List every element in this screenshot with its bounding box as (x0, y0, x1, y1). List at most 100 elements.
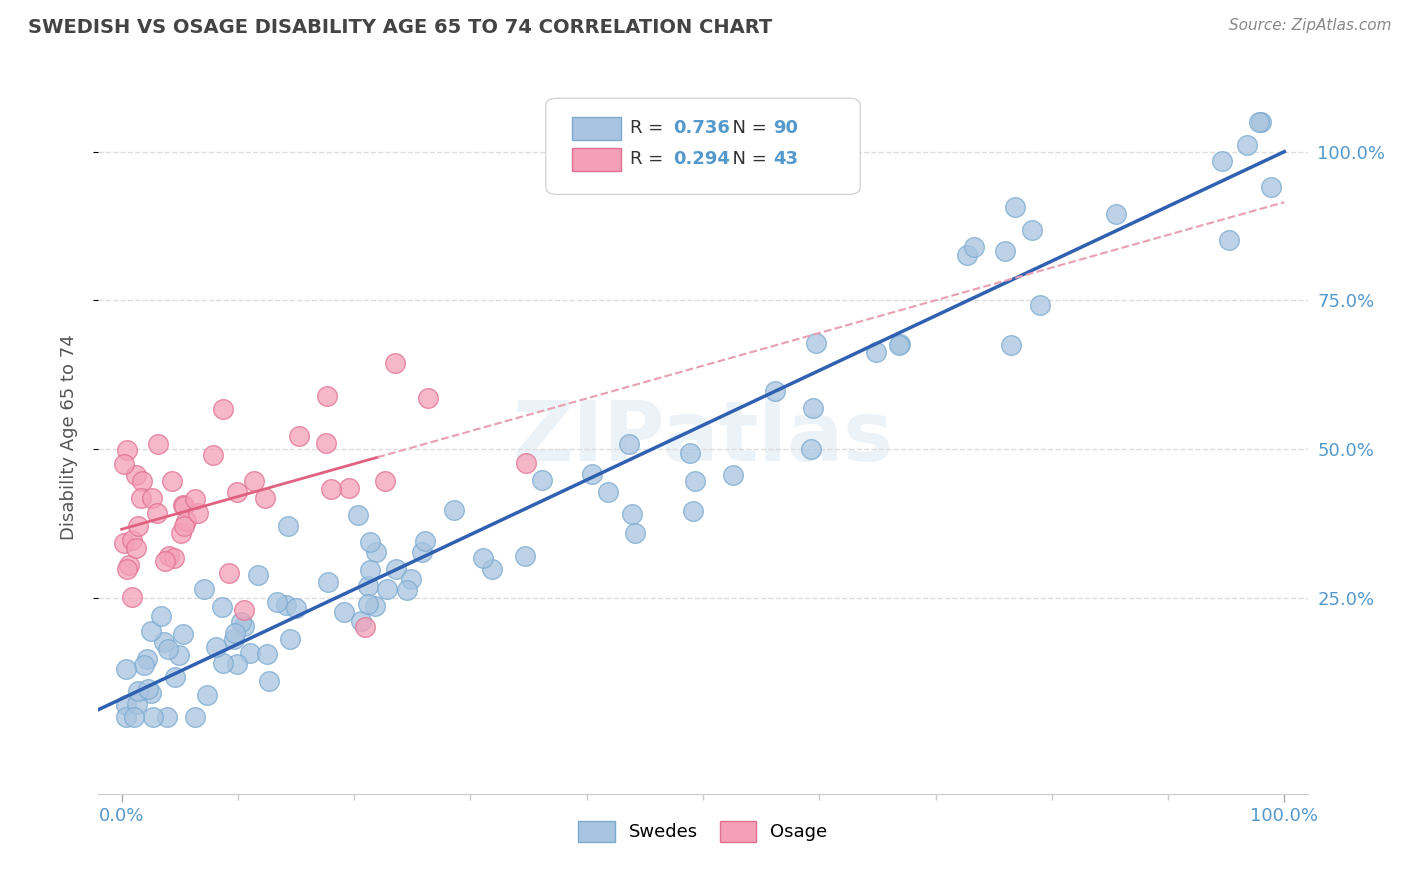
Point (337, 481, 360, 495)
Point (136, 681, 159, 696)
Point (865, 345, 887, 359)
Point (163, 670, 186, 684)
Point (121, 533, 143, 548)
Point (153, 554, 176, 568)
Point (357, 597, 380, 611)
Point (254, 491, 277, 505)
Point (156, 709, 179, 723)
Text: R =: R = (630, 151, 669, 169)
Text: N =: N = (721, 120, 773, 137)
Point (193, 582, 215, 596)
Point (184, 709, 207, 723)
Point (288, 429, 311, 443)
Point (350, 615, 373, 629)
Point (682, 504, 704, 518)
Point (581, 467, 603, 481)
Point (243, 474, 266, 488)
Point (359, 563, 381, 577)
Point (1247, 115, 1270, 129)
Point (157, 549, 180, 563)
Point (399, 572, 422, 586)
Point (800, 442, 823, 457)
Point (319, 482, 342, 496)
Point (225, 657, 247, 671)
Point (887, 338, 910, 352)
Point (624, 526, 647, 541)
Point (364, 599, 387, 614)
Point (157, 641, 180, 656)
Point (531, 473, 554, 487)
Point (1105, 207, 1128, 221)
Point (256, 647, 278, 661)
Point (160, 474, 183, 488)
Point (443, 502, 465, 516)
Point (224, 625, 246, 640)
Text: 90: 90 (773, 120, 799, 137)
Point (112, 536, 135, 550)
Point (316, 574, 339, 589)
Y-axis label: Disability Age 65 to 74: Disability Age 65 to 74 (59, 334, 77, 540)
Point (481, 562, 503, 576)
Point (1250, 115, 1272, 129)
Point (1004, 200, 1026, 214)
Text: R =: R = (630, 120, 669, 137)
Point (141, 491, 163, 505)
Point (115, 698, 138, 712)
Text: 43: 43 (773, 151, 799, 169)
Point (127, 519, 149, 533)
Point (395, 583, 418, 598)
Point (163, 551, 186, 566)
Text: 0.736: 0.736 (672, 120, 730, 137)
Point (515, 549, 537, 563)
Point (257, 673, 280, 688)
Point (124, 467, 146, 482)
Point (285, 600, 308, 615)
Point (956, 248, 979, 262)
Point (333, 605, 356, 619)
Text: Source: ZipAtlas.com: Source: ZipAtlas.com (1229, 18, 1392, 33)
Point (131, 474, 153, 488)
Point (121, 590, 143, 604)
Point (146, 506, 169, 520)
Point (1260, 179, 1282, 194)
Point (225, 484, 247, 499)
Point (127, 697, 149, 711)
Point (375, 582, 398, 596)
Point (152, 634, 174, 648)
Legend: Swedes, Osage: Swedes, Osage (571, 814, 835, 849)
Point (132, 658, 155, 673)
Point (357, 579, 380, 593)
Point (359, 534, 381, 549)
Point (233, 603, 256, 617)
Point (621, 507, 644, 521)
Text: 0.294: 0.294 (672, 151, 730, 169)
Point (127, 684, 149, 698)
Point (148, 436, 170, 450)
Point (471, 551, 494, 566)
Point (112, 457, 135, 471)
FancyBboxPatch shape (546, 98, 860, 194)
Point (346, 508, 368, 522)
Point (239, 646, 262, 660)
Point (515, 456, 537, 470)
Point (246, 568, 269, 582)
Point (994, 244, 1017, 259)
Point (224, 632, 246, 647)
Point (1021, 222, 1043, 236)
Point (1211, 154, 1233, 169)
Point (173, 499, 195, 513)
Point (278, 632, 301, 646)
Point (277, 519, 299, 533)
Point (1236, 138, 1258, 153)
Point (274, 599, 297, 613)
Point (229, 615, 252, 630)
Point (315, 389, 337, 403)
Point (170, 525, 193, 540)
Point (136, 652, 159, 666)
Point (366, 545, 388, 559)
Point (1218, 233, 1240, 247)
Point (763, 384, 786, 398)
Point (384, 355, 406, 369)
Point (176, 514, 198, 528)
Point (804, 336, 827, 351)
